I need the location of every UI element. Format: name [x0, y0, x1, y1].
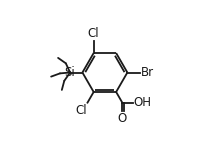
- Text: O: O: [118, 112, 127, 125]
- Text: Si: Si: [65, 66, 75, 79]
- Text: Cl: Cl: [88, 27, 100, 40]
- Text: Cl: Cl: [75, 104, 87, 117]
- Text: OH: OH: [134, 96, 152, 109]
- Text: Br: Br: [140, 66, 154, 79]
